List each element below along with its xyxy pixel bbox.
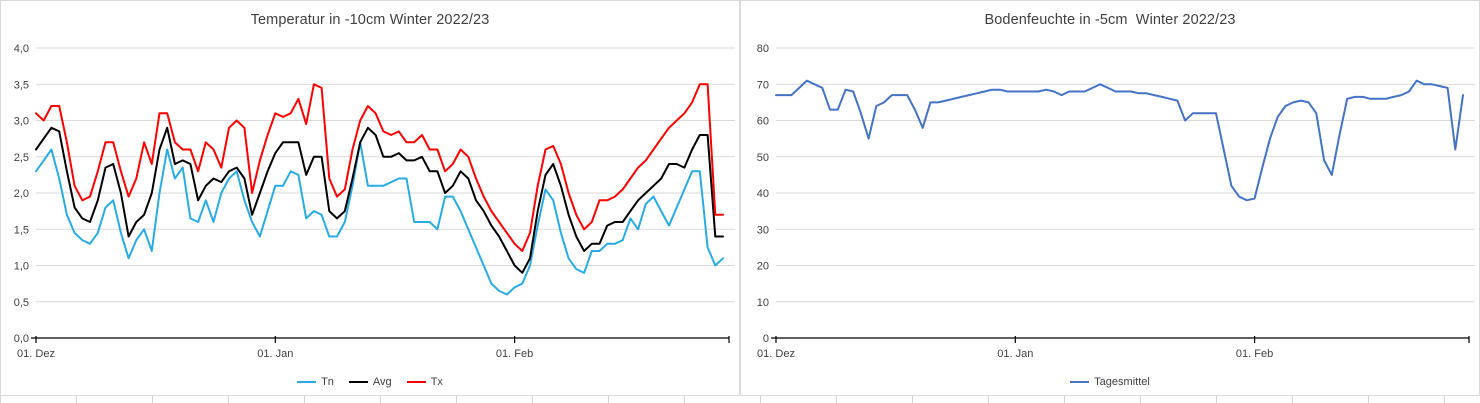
y-axis-tick-label: 60 bbox=[757, 116, 769, 128]
series-line-Tn bbox=[35, 141, 724, 296]
y-axis-tick-label: 2,0 bbox=[14, 188, 29, 200]
soil-moisture-chart[interactable]: Bodenfeuchte in -5cm Winter 2022/23 0 10 2… bbox=[740, 0, 1480, 396]
legend-line-swatch bbox=[406, 380, 426, 384]
temperature-chart-title: Temperatur in -10cm Winter 2022/23 bbox=[250, 12, 490, 28]
y-axis-tick-label: 10 bbox=[757, 297, 769, 309]
y-axis-tick-label: 0,5 bbox=[14, 297, 29, 309]
y-axis-tick-label: 40 bbox=[757, 188, 769, 200]
y-axis-tick-label: 0 bbox=[763, 333, 769, 345]
x-axis-tick-label: 01. Jan bbox=[997, 348, 1033, 360]
x-axis-tick-label: 01. Feb bbox=[496, 348, 533, 360]
legend-line-swatch bbox=[297, 380, 317, 384]
legend-line-swatch bbox=[1070, 380, 1090, 384]
soil-moisture-chart-title: Bodenfeuchte in -5cm Winter 2022/23 bbox=[984, 12, 1236, 28]
legend-label: Tn bbox=[321, 376, 334, 388]
y-axis-tick-label: 0,0 bbox=[14, 333, 29, 345]
legend-item-Avg: Avg bbox=[348, 376, 392, 388]
soil-moisture-plot-area: 0 10 20 30 40 50 60 70 80 01. Dez 01. Jan 01. Feb bbox=[757, 43, 1475, 360]
y-axis-tick-label: 80 bbox=[757, 43, 769, 55]
y-axis-tick-label: 3,5 bbox=[14, 79, 29, 91]
y-axis-tick-label: 3,0 bbox=[14, 116, 29, 128]
legend-line-swatch bbox=[348, 380, 368, 384]
y-axis-tick-label: 50 bbox=[757, 152, 769, 164]
legend-item-Tx: Tx bbox=[406, 376, 443, 388]
x-axis-tick-label: 01. Dez bbox=[17, 348, 55, 360]
x-axis-tick-label: 01. Jan bbox=[257, 348, 293, 360]
legend-item-Tagesmittel: Tagesmittel bbox=[1070, 376, 1150, 388]
temperature-chart-legend: Tn Avg Tx bbox=[1, 376, 739, 388]
y-axis-tick-label: 2,5 bbox=[14, 152, 29, 164]
temperature-chart[interactable]: Temperatur in -10cm Winter 2022/23 0,0 0,… bbox=[0, 0, 740, 396]
legend-label: Tx bbox=[430, 376, 443, 388]
series-line-Tx bbox=[35, 83, 724, 252]
temperature-plot-area: 0,0 0,5 1,0 1,5 2,0 2,5 3,0 3,5 4,0 01. Dez 01. Ja… bbox=[14, 43, 735, 360]
series-line-Avg bbox=[35, 126, 724, 274]
y-axis-tick-label: 4,0 bbox=[14, 43, 29, 55]
legend-label: Tagesmittel bbox=[1094, 376, 1150, 388]
x-axis-tick-label: 01. Dez bbox=[757, 348, 795, 360]
y-axis-tick-label: 20 bbox=[757, 261, 769, 273]
y-axis-tick-label: 30 bbox=[757, 224, 769, 236]
soil-moisture-chart-legend: Tagesmittel bbox=[741, 376, 1479, 388]
x-axis-tick-label: 01. Feb bbox=[1236, 348, 1273, 360]
legend-item-Tn: Tn bbox=[297, 376, 334, 388]
y-axis-tick-label: 1,0 bbox=[14, 261, 29, 273]
legend-label: Avg bbox=[372, 376, 392, 388]
y-axis-tick-label: 1,5 bbox=[14, 224, 29, 236]
series-line-Tagesmittel bbox=[775, 79, 1464, 202]
y-axis-tick-label: 70 bbox=[757, 79, 769, 91]
spreadsheet-cells-strip[interactable] bbox=[0, 396, 1480, 403]
